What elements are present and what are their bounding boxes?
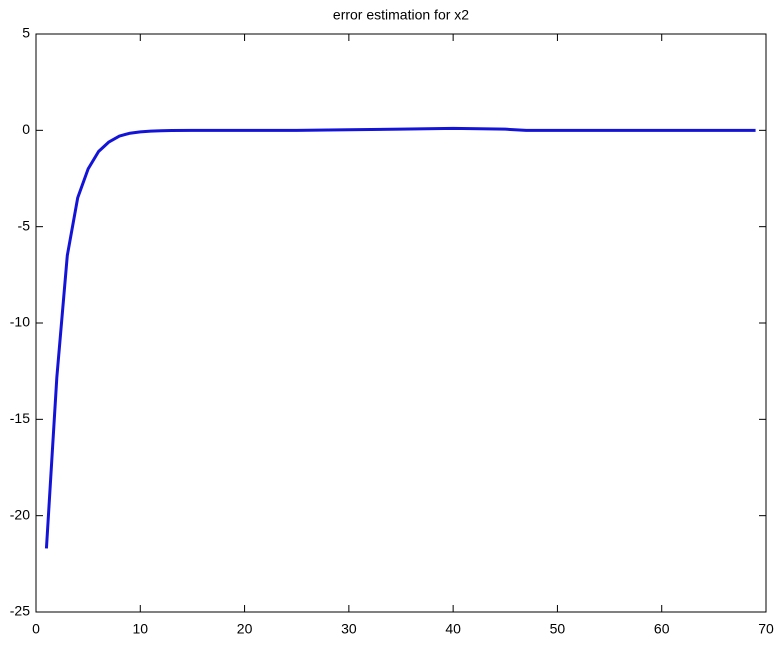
x-tick-label: 0 xyxy=(32,621,40,637)
y-tick-label: -15 xyxy=(10,410,30,426)
y-tick-label: -25 xyxy=(10,603,30,619)
y-tick-label: -5 xyxy=(18,217,31,233)
data-line xyxy=(44,126,756,549)
chart-title: error estimation for x2 xyxy=(333,7,469,23)
plot-frame xyxy=(35,33,767,613)
x-tick-label: 10 xyxy=(132,621,148,637)
y-tick-label: -10 xyxy=(10,314,30,330)
x-tick-label: 70 xyxy=(758,621,774,637)
x-tick-label: 40 xyxy=(445,621,461,637)
x-tick-label: 30 xyxy=(341,621,357,637)
y-tick-label: 5 xyxy=(22,25,30,41)
x-tick-label: 60 xyxy=(654,621,670,637)
y-tick-label: -20 xyxy=(10,506,30,522)
y-tick-label: 0 xyxy=(22,121,30,137)
x-tick-label: 20 xyxy=(237,621,253,637)
x-tick-label: 50 xyxy=(550,621,566,637)
